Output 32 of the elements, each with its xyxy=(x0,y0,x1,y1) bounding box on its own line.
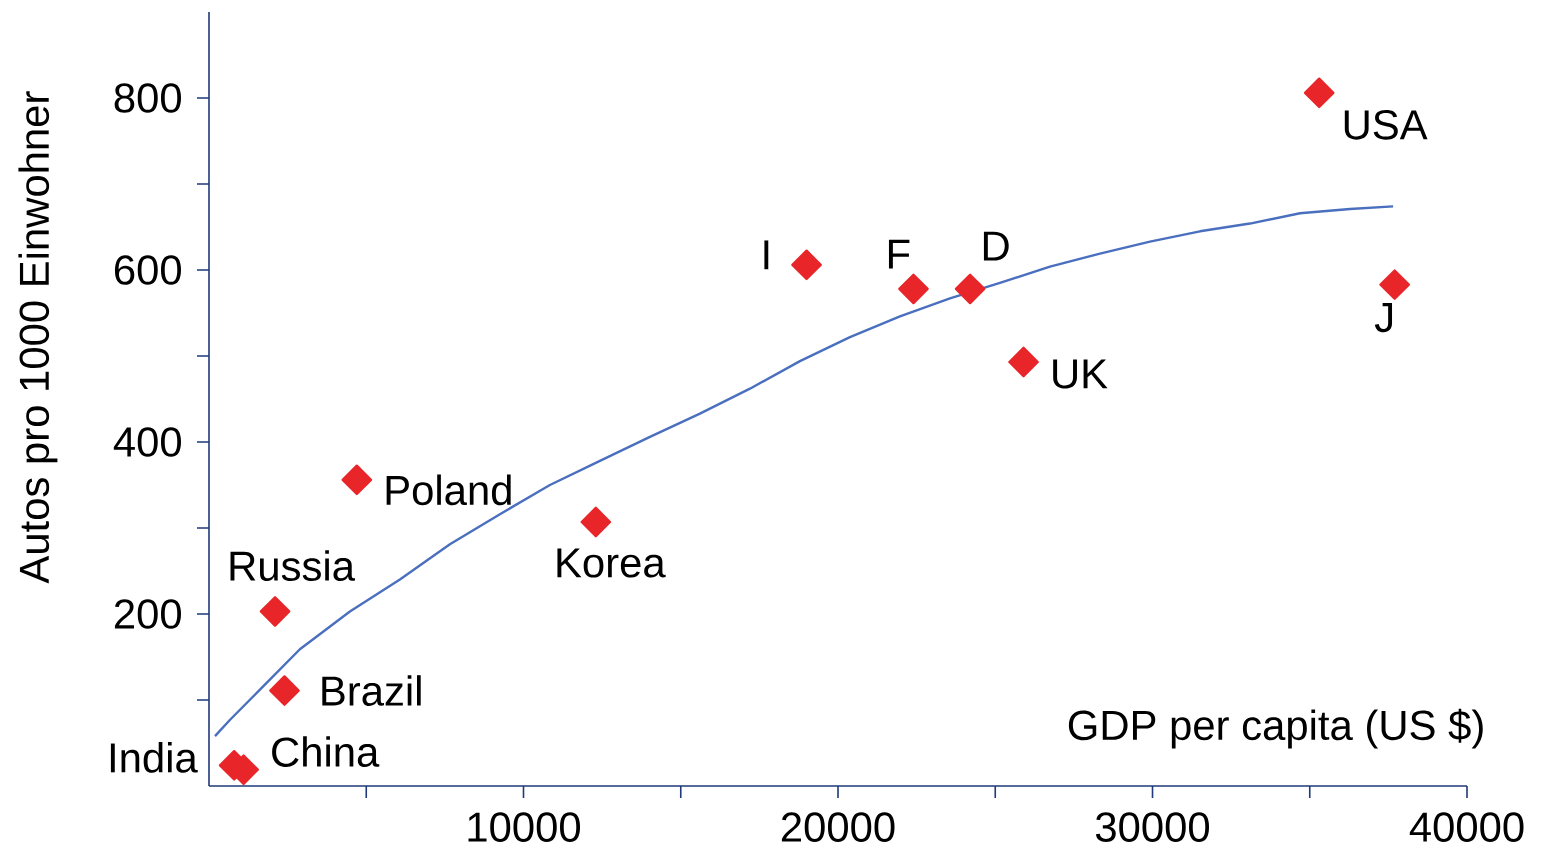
y-tick-label: 600 xyxy=(114,255,181,285)
y-tick-label: 800 xyxy=(114,83,181,113)
point xyxy=(269,675,300,706)
annotation: J xyxy=(1374,303,1393,333)
y-axis-title: Autos pro 1000 Einwohner xyxy=(18,91,58,584)
point xyxy=(954,273,986,305)
annotation: D xyxy=(983,231,1009,261)
annotation: I xyxy=(764,240,769,270)
annotation: Russia xyxy=(230,550,355,582)
annotation: Poland xyxy=(386,474,511,506)
annotation: UK xyxy=(1053,359,1108,389)
annotation: India xyxy=(110,742,198,773)
x-tick-label: 40000 xyxy=(1409,812,1524,842)
point xyxy=(1008,346,1039,378)
annotation: Brazil xyxy=(322,675,421,706)
point xyxy=(259,596,291,627)
x-axis-title: GDP per capita (US $) xyxy=(1068,708,1483,749)
y-tick-label: 400 xyxy=(113,427,181,457)
annotation: China xyxy=(272,736,380,768)
point xyxy=(580,506,612,538)
point xyxy=(898,273,929,305)
x-tick-label: 30000 xyxy=(1095,812,1210,842)
point xyxy=(1303,77,1335,109)
x-tick-label: 20000 xyxy=(781,812,895,842)
point xyxy=(341,464,373,496)
point xyxy=(791,249,822,281)
annotation: USA xyxy=(1344,110,1428,140)
x-tick-label: 10000 xyxy=(468,812,581,842)
point xyxy=(1379,269,1411,300)
y-tick-label: 200 xyxy=(114,599,181,629)
annotation: Korea xyxy=(557,548,666,578)
annotation: F xyxy=(888,239,910,269)
